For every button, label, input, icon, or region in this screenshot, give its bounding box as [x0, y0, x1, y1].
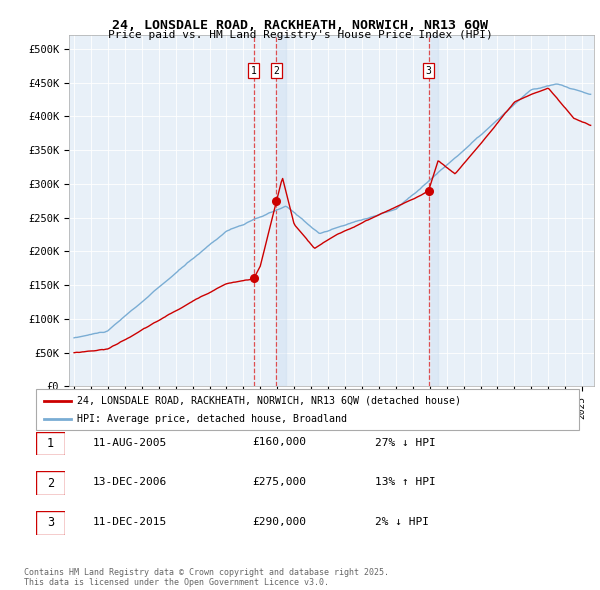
- Text: 11-AUG-2005: 11-AUG-2005: [93, 438, 167, 447]
- Text: 24, LONSDALE ROAD, RACKHEATH, NORWICH, NR13 6QW: 24, LONSDALE ROAD, RACKHEATH, NORWICH, N…: [112, 19, 488, 32]
- Text: Contains HM Land Registry data © Crown copyright and database right 2025.
This d: Contains HM Land Registry data © Crown c…: [24, 568, 389, 587]
- Text: 2: 2: [274, 65, 280, 76]
- Text: 27% ↓ HPI: 27% ↓ HPI: [375, 438, 436, 447]
- Text: 2: 2: [47, 477, 54, 490]
- Text: 1: 1: [251, 65, 257, 76]
- Text: 13-DEC-2006: 13-DEC-2006: [93, 477, 167, 487]
- Text: £290,000: £290,000: [252, 517, 306, 526]
- Text: 13% ↑ HPI: 13% ↑ HPI: [375, 477, 436, 487]
- Text: HPI: Average price, detached house, Broadland: HPI: Average price, detached house, Broa…: [77, 415, 347, 424]
- FancyBboxPatch shape: [36, 471, 65, 495]
- FancyBboxPatch shape: [36, 432, 65, 455]
- Text: 3: 3: [47, 516, 54, 529]
- Text: £160,000: £160,000: [252, 438, 306, 447]
- Bar: [429, 35, 438, 386]
- Text: 24, LONSDALE ROAD, RACKHEATH, NORWICH, NR13 6QW (detached house): 24, LONSDALE ROAD, RACKHEATH, NORWICH, N…: [77, 396, 461, 406]
- Bar: [277, 35, 286, 386]
- Text: £275,000: £275,000: [252, 477, 306, 487]
- FancyBboxPatch shape: [36, 389, 579, 430]
- Text: Price paid vs. HM Land Registry's House Price Index (HPI): Price paid vs. HM Land Registry's House …: [107, 30, 493, 40]
- Text: 2% ↓ HPI: 2% ↓ HPI: [375, 517, 429, 526]
- Text: 1: 1: [47, 437, 54, 450]
- FancyBboxPatch shape: [36, 511, 65, 535]
- Text: 11-DEC-2015: 11-DEC-2015: [93, 517, 167, 526]
- Text: 3: 3: [426, 65, 431, 76]
